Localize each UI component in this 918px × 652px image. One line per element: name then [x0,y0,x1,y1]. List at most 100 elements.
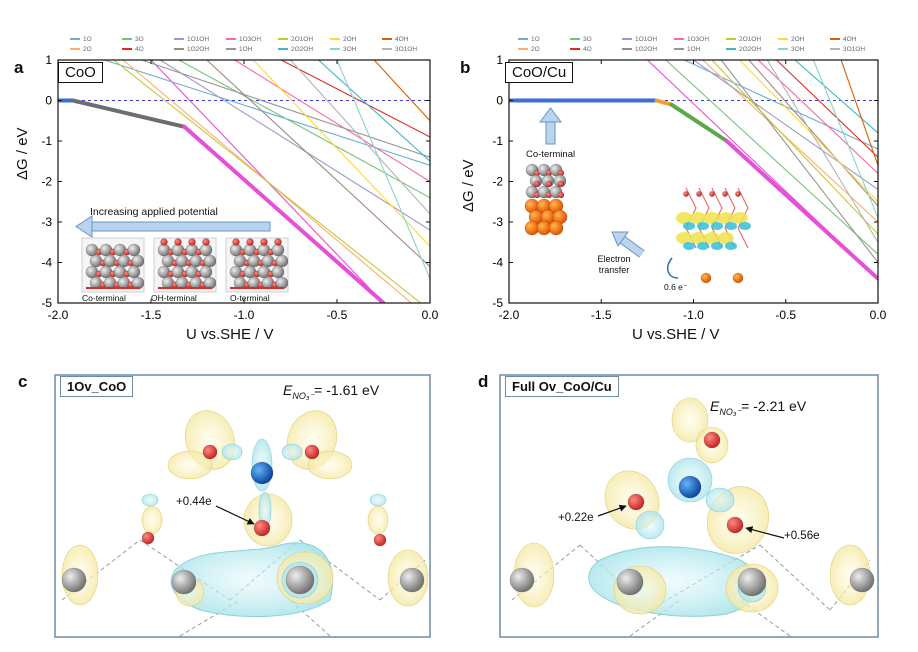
co-atom [509,567,535,593]
inset-label-co-terminal: Co-terminal [82,293,126,303]
legend-entry: 1O3OH [226,34,274,44]
charge-lobe [704,232,720,244]
o-atom [274,238,282,246]
charge-lobe [711,222,723,230]
panel-letter-d: d [478,372,489,391]
x-tick-label: -2.0 [499,308,520,322]
y-tick-label: 1 [496,53,503,67]
legend-swatch [382,48,392,50]
legend-swatch [778,48,788,50]
legend-swatch [278,48,288,50]
energy-value: = -2.21 eV [741,398,807,414]
o-atom [557,180,565,188]
charge-lobe [725,222,737,230]
co-atom [285,565,315,595]
legend-entry: 1OH [674,44,722,54]
series-line [794,60,878,134]
legend-swatch [726,48,736,50]
cu-atom [732,272,744,284]
legend-swatch [122,38,132,40]
o-atom [253,519,271,537]
legend-entry: 3OH [330,44,378,54]
y-tick-label: -4 [492,256,503,270]
legend-panel-b: 1O 2O 3O 4O 1O1OH 1O2OH 1O3OH 1OH 2O1OH 2O2OH 2OH 3… [518,34,878,54]
legend-swatch [570,48,580,50]
legend-entry: 1OH [226,44,274,54]
legend-swatch [622,48,632,50]
co-atom [171,569,197,595]
co-atom [271,243,285,257]
n-atom [678,475,702,499]
legend-entry: 3O [122,34,170,44]
legend-entry: 3O1OH [382,44,430,54]
legend-label: 1O [531,35,540,43]
charge-lobe [690,232,706,244]
y-tick-label: -3 [41,215,52,229]
charge-depletion-lobe [141,493,159,507]
o-atom [735,191,741,197]
series-line [113,60,422,303]
o-atom [627,493,645,511]
legend-label: 1O3OH [239,35,262,43]
y-tick-label: -1 [41,134,52,148]
panel-d-energy: ENO₃⁻= -2.21 eV [710,398,806,418]
legend-entry: 4OH [382,34,430,44]
legend-label: 1O [83,35,92,43]
legend-swatch [674,38,684,40]
charge-depletion-lobe [369,493,387,507]
legend-entry: 4O [570,44,618,54]
charge-lobe [690,212,706,224]
series-line [280,60,430,138]
series-lines [509,60,878,281]
legend-label: 4O [135,45,144,53]
lattice-bond [759,544,831,611]
co-atom [203,254,217,268]
co-atom [849,567,875,593]
o-atom [533,180,541,188]
lowest-energy-path [182,124,386,303]
legend-entry: 2O1OH [726,34,774,44]
series-line [373,60,430,122]
legend-swatch [382,38,392,40]
legend-label: 1OH [239,45,253,53]
charge-lobe [718,232,734,244]
co-atom [127,243,141,257]
co-atom [61,567,87,593]
panel-a-ylabel: ΔG / eV [14,127,31,180]
panel-letter-c: c [18,372,28,391]
panel-a-tag: CoO [58,62,103,83]
charge-lobe [697,242,709,250]
legend-entry: 2OH [778,34,826,44]
charge-lobe [676,232,692,244]
legend-entry: 3OH [778,44,826,54]
o-atom [373,533,387,547]
legend-swatch [226,38,236,40]
charge-lobe [683,242,695,250]
series-line [336,60,430,279]
legend-entry: 2OH [330,34,378,44]
legend-label: 3O [583,35,592,43]
panel-d-box [499,374,879,638]
legend-label: 1O1OH [635,35,658,43]
charge-lobe [718,212,734,224]
panel-b-ylabel: ΔG / eV [460,159,477,212]
legend-entry: 1O2OH [622,44,670,54]
charge-arrow [597,504,627,517]
y-tick-label: 1 [45,53,52,67]
co-atom [199,265,213,279]
o-atom [709,191,715,197]
series-lines [58,60,430,303]
legend-swatch [278,38,288,40]
y-tick-label: -5 [41,296,52,310]
co-atom [127,265,141,279]
series-line [290,60,430,215]
legend-swatch [518,38,528,40]
series-line [840,60,878,166]
energy-subscript: NO₃⁻ [292,390,315,401]
legend-label: 1OH [687,45,701,53]
o-atom [545,180,553,188]
charge-depletion-lobe [221,443,243,461]
o-atom [202,444,218,460]
co-atom [131,254,145,268]
series-line [318,60,430,162]
